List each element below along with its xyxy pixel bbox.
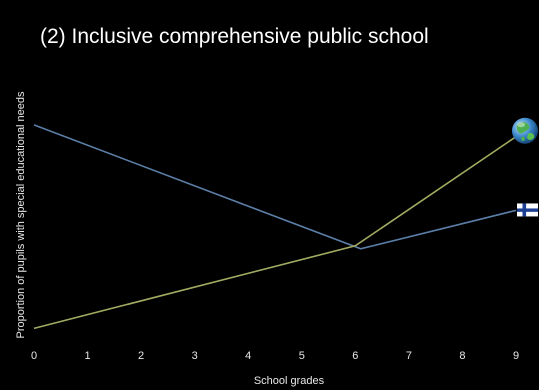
x-axis-label: School grades bbox=[254, 375, 325, 387]
series-line-1 bbox=[33, 136, 517, 330]
x-tick-label: 8 bbox=[459, 350, 465, 362]
globe-icon bbox=[512, 117, 538, 144]
x-tick-labels: 0 1 2 3 4 5 6 7 8 9 bbox=[31, 350, 519, 362]
x-tick-label: 0 bbox=[31, 350, 37, 362]
x-tick-label: 7 bbox=[406, 350, 412, 362]
x-tick-label: 4 bbox=[245, 350, 251, 362]
x-tick-label: 6 bbox=[352, 350, 358, 362]
finland-flag-icon bbox=[517, 203, 538, 217]
x-tick-label: 9 bbox=[513, 350, 519, 362]
x-tick-label: 1 bbox=[84, 350, 90, 362]
x-tick-label: 5 bbox=[299, 350, 305, 362]
chart-title: (2) Inclusive comprehensive public schoo… bbox=[40, 25, 429, 48]
y-axis-label: Proportion of pupils with special educat… bbox=[15, 91, 27, 339]
x-tick-label: 2 bbox=[138, 350, 144, 362]
marker-layer bbox=[512, 117, 538, 217]
series-line-0 bbox=[33, 124, 517, 250]
x-tick-label: 3 bbox=[192, 350, 198, 362]
series-layer bbox=[33, 124, 517, 330]
